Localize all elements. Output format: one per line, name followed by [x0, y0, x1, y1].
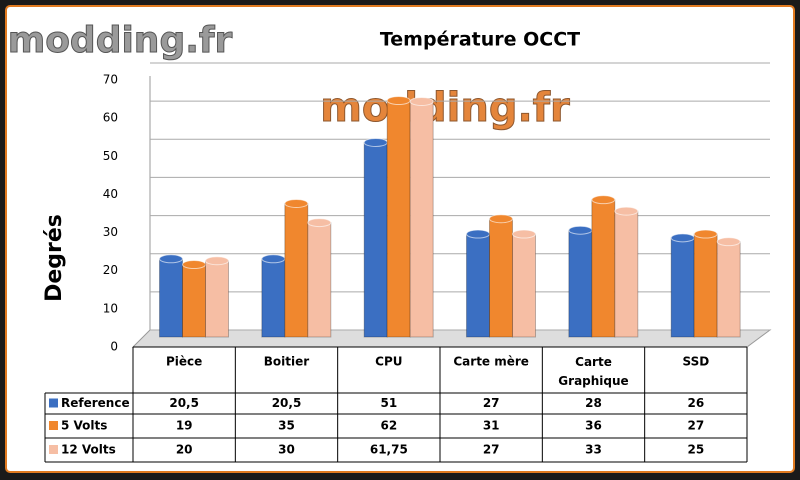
- bar-top: [716, 237, 741, 247]
- bar: [489, 218, 513, 338]
- table-value: 51: [380, 396, 397, 410]
- bar: [284, 203, 309, 338]
- bar-top: [261, 254, 286, 264]
- bar-top: [386, 96, 411, 106]
- table-value: 28: [585, 396, 602, 410]
- y-axis-label: Degrés: [42, 214, 67, 302]
- y-tick-label: 0: [110, 340, 118, 354]
- y-tick-label: 60: [103, 111, 118, 125]
- chart-title: Température OCCT: [380, 29, 580, 51]
- bar: [716, 241, 741, 338]
- table-value: 36: [585, 419, 602, 433]
- legend-swatch: [49, 445, 58, 454]
- bar-top: [568, 225, 593, 235]
- bar-top: [159, 254, 183, 264]
- table-value: 27: [483, 396, 500, 410]
- bar-top: [466, 229, 490, 239]
- table-value: 20,5: [169, 396, 199, 410]
- bar-top: [205, 256, 229, 266]
- category-label: Boitier: [264, 355, 309, 369]
- table-value: 62: [380, 419, 397, 433]
- bar: [386, 100, 411, 338]
- bar: [670, 237, 695, 338]
- table-value: 30: [278, 443, 295, 457]
- table-value: 27: [483, 443, 500, 457]
- legend-label: 5 Volts: [61, 419, 107, 433]
- table-value: 33: [585, 443, 602, 457]
- bar: [159, 258, 183, 338]
- table-value: 20,5: [272, 396, 302, 410]
- category-label: Carte Graphique: [558, 355, 628, 388]
- bar-top: [670, 233, 695, 243]
- bar-top: [489, 214, 513, 224]
- bar-top: [591, 195, 616, 205]
- legend-swatch: [49, 398, 58, 408]
- table-value: 27: [687, 419, 704, 433]
- table-value: 35: [278, 419, 295, 433]
- bar-top: [284, 199, 309, 208]
- bar: [693, 233, 718, 338]
- table-value: 61,75: [370, 443, 408, 457]
- table-value: 25: [687, 443, 704, 457]
- y-tick-label: 50: [103, 149, 118, 163]
- bar-top: [182, 260, 206, 270]
- bar: [261, 258, 286, 338]
- bar-top: [512, 229, 536, 239]
- bar: [182, 264, 206, 338]
- bar: [205, 260, 229, 338]
- bar: [568, 229, 593, 338]
- watermark: modding.fr: [320, 85, 570, 131]
- legend-label: 12 Volts: [61, 443, 116, 457]
- bar: [466, 233, 490, 338]
- bar-top: [614, 206, 639, 216]
- y-tick-label: 30: [103, 225, 118, 239]
- category-label: Carte mère: [453, 355, 529, 369]
- bar: [363, 141, 388, 338]
- bar: [614, 210, 639, 338]
- legend-swatch: [49, 421, 58, 430]
- y-tick-label: 70: [103, 73, 118, 87]
- y-tick-label: 10: [103, 301, 118, 315]
- bar: [409, 100, 434, 338]
- bar: [512, 233, 536, 338]
- table-value: 20: [176, 443, 193, 457]
- table-value: 19: [176, 419, 193, 433]
- bar: [591, 199, 616, 338]
- bar-top: [693, 229, 718, 239]
- legend-label: Reference: [61, 396, 130, 410]
- table-value: 31: [483, 419, 500, 433]
- bar-top: [363, 137, 388, 147]
- category-label: SSD: [682, 355, 709, 369]
- y-tick-label: 40: [103, 187, 118, 201]
- bar: [307, 222, 332, 338]
- table-value: 26: [687, 396, 704, 410]
- bar-top: [307, 218, 332, 228]
- watermark: modding.fr: [8, 20, 233, 61]
- category-label: Pièce: [166, 355, 202, 369]
- y-tick-label: 20: [103, 263, 118, 277]
- bar-top: [409, 96, 434, 106]
- category-label: CPU: [375, 355, 402, 369]
